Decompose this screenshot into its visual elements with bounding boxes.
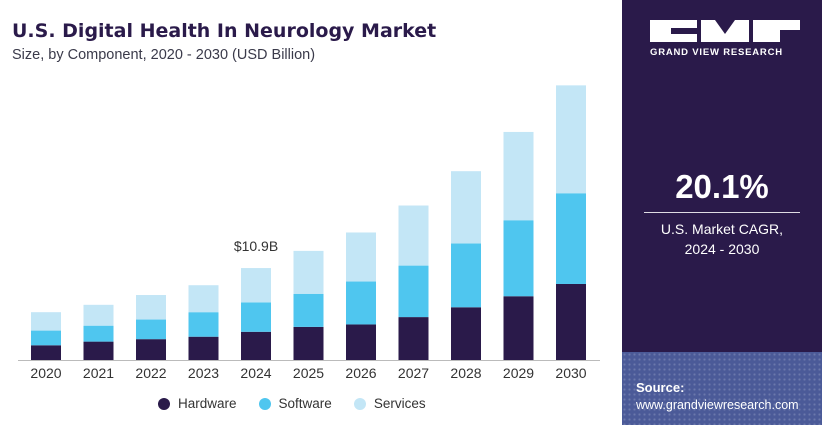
x-tick-label-2020: 2020 (30, 365, 61, 381)
bar-software-2026 (346, 281, 376, 325)
cagr-label-line1: U.S. Market CAGR, (660, 221, 784, 237)
x-tick-label-2030: 2030 (555, 365, 586, 381)
cagr-value: 20.1% (675, 168, 769, 205)
chart-title: U.S. Digital Health In Neurology Market (12, 20, 437, 42)
x-tick-label-2024: 2024 (240, 365, 271, 381)
bar-hardware-2025 (293, 326, 324, 360)
x-tick-label-2029: 2029 (503, 365, 534, 381)
bar-software-2020 (31, 330, 61, 346)
bar-hardware-2020 (31, 345, 61, 360)
bar-services-2026 (346, 232, 376, 282)
bar-services-2022 (136, 295, 166, 320)
bar-services-2030 (556, 85, 586, 194)
bar-services-2025 (293, 250, 324, 294)
cagr-divider (644, 212, 800, 213)
x-tick-label-2021: 2021 (83, 365, 114, 381)
bar-services-2027 (398, 205, 429, 266)
x-tick-label-2027: 2027 (398, 365, 429, 381)
x-tick-label-2025: 2025 (293, 365, 324, 381)
grand-view-research-logo: GRAND VIEW RESEARCH (650, 20, 801, 58)
bar-software-2029 (503, 220, 534, 297)
bar-services-2021 (83, 304, 114, 326)
bar-services-2024 (241, 268, 271, 303)
logo-block-r (752, 20, 801, 42)
bar-software-2030 (556, 193, 586, 284)
bar-software-2021 (83, 325, 114, 342)
x-tick-label-2028: 2028 (450, 365, 481, 381)
bar-hardware-2027 (398, 317, 429, 360)
bar-software-2027 (398, 265, 429, 318)
bar-software-2023 (188, 312, 219, 337)
bar-software-2025 (293, 293, 324, 327)
bar-software-2024 (241, 302, 271, 332)
legend-label-software: Software (278, 396, 332, 411)
chart-subtitle: Size, by Component, 2020 - 2030 (USD Bil… (12, 47, 316, 63)
logo-block-g (650, 20, 698, 42)
data-label-2024: $10.9B (234, 238, 278, 254)
chart-legend: Hardware Software Services (158, 396, 426, 411)
logo-mark-icon (650, 20, 801, 42)
stacked-bar-chart: 2020 2021 2022 2023 2024 $10.9B 2025 2026 2027 20… (18, 85, 600, 381)
source-footer (622, 352, 822, 425)
legend-dot-hardware (158, 397, 170, 410)
legend-item-software: Software (258, 396, 332, 411)
legend-label-services: Services (373, 396, 426, 411)
bar-software-2022 (136, 319, 166, 340)
side-panel: GRAND VIEW RESEARCH 20.1% U.S. Market CA… (622, 0, 822, 425)
bar-services-2029 (503, 131, 534, 221)
source-label: Source: (636, 380, 685, 395)
x-tick-label-2023: 2023 (188, 365, 219, 381)
bar-hardware-2021 (83, 341, 114, 360)
x-tick-label-2026: 2026 (345, 365, 376, 381)
legend-item-services: Services (353, 396, 426, 411)
bar-hardware-2030 (556, 283, 586, 360)
legend-dot-software (258, 397, 271, 410)
logo-text: GRAND VIEW RESEARCH (650, 47, 783, 58)
bar-hardware-2023 (188, 336, 219, 360)
bar-hardware-2024 (241, 331, 271, 360)
bar-software-2028 (451, 243, 481, 308)
source-link[interactable]: www.grandviewresearch.com (636, 398, 799, 412)
legend-label-hardware: Hardware (178, 396, 237, 411)
cagr-label-line2: 2024 - 2030 (684, 241, 760, 257)
bar-hardware-2029 (503, 296, 534, 360)
cagr-label: U.S. Market CAGR, 2024 - 2030 (622, 219, 822, 259)
bar-hardware-2028 (451, 307, 481, 360)
bar-services-2028 (451, 171, 481, 244)
x-tick-label-2022: 2022 (135, 365, 166, 381)
legend-dot-services (353, 397, 366, 410)
bar-hardware-2026 (346, 324, 376, 360)
bar-services-2023 (188, 285, 219, 313)
logo-block-v (701, 20, 749, 42)
bar-services-2020 (31, 312, 61, 331)
bar-hardware-2022 (136, 339, 166, 360)
chart-area: U.S. Digital Health In Neurology Market … (12, 20, 600, 411)
legend-item-hardware: Hardware (158, 396, 237, 411)
